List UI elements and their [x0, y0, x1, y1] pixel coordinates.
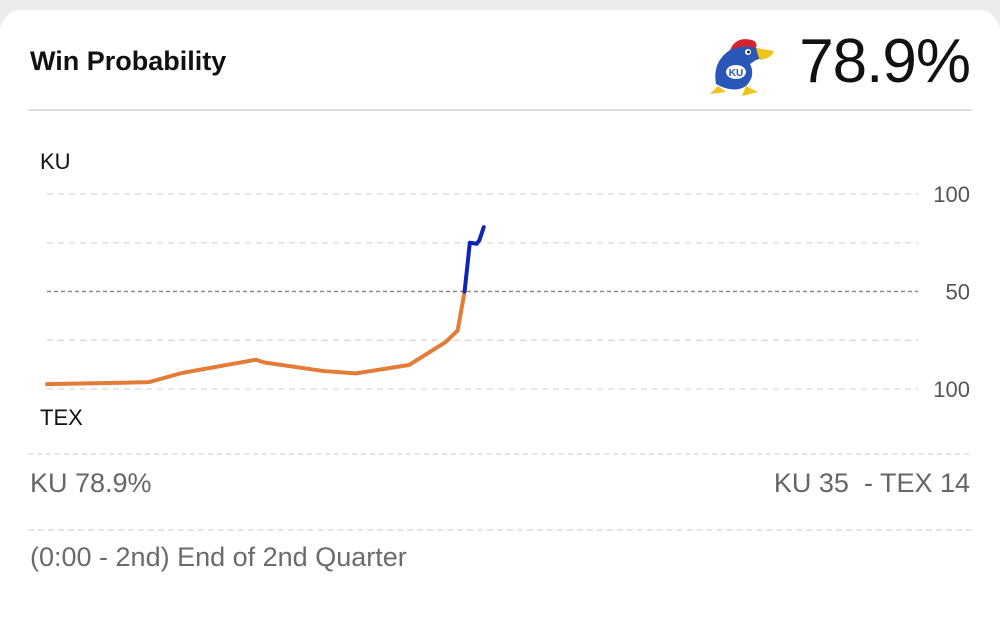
bottom-team-label: TEX: [40, 405, 83, 430]
y-tick-label: 100: [933, 182, 970, 207]
footer-divider: [28, 529, 972, 531]
score-summary: KU 35 - TEX 14: [773, 468, 970, 498]
leader-summary: KU 78.9%: [30, 468, 152, 498]
series-line-ku: [462, 225, 486, 294]
jayhawk-logo-icon: KU: [710, 39, 774, 96]
svg-text:KU: KU: [729, 68, 743, 79]
leader-win-probability: 78.9%: [799, 27, 971, 96]
header-divider: [28, 109, 972, 111]
win-probability-chart: KU TEX 100 50 100: [28, 149, 972, 455]
top-team-label: KU: [40, 149, 71, 174]
game-status: (0:00 - 2nd) End of 2nd Quarter: [30, 542, 407, 572]
card-title: Win Probability: [30, 46, 227, 76]
series-line-tex: [45, 289, 467, 387]
y-tick-label: 50: [946, 280, 970, 305]
y-tick-label: 100: [933, 377, 970, 402]
win-probability-card: Win Probability KU 78.9% KU TEX 100 50 100…: [0, 10, 1000, 630]
